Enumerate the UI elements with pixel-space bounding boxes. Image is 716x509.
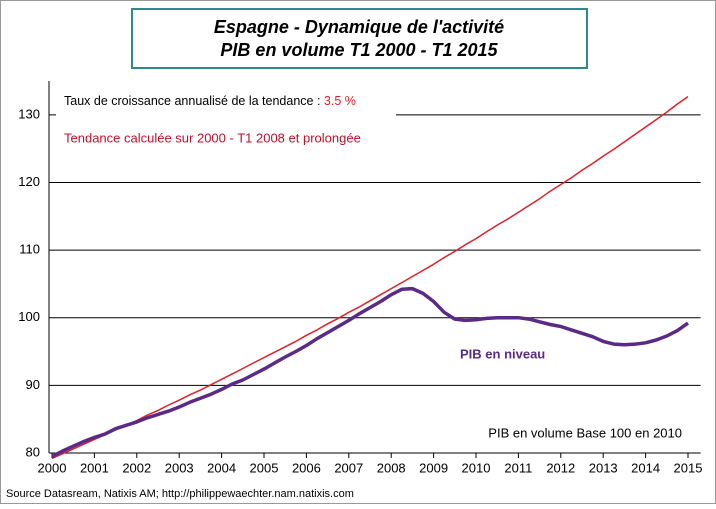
x-tick-label: 2013 bbox=[589, 460, 618, 475]
x-tick-label: 2012 bbox=[546, 460, 575, 475]
grid: 80 90 100 110 120 130 2000 2001 2002 2003 2004 2005… bbox=[18, 81, 702, 475]
x-tick-label: 2003 bbox=[165, 460, 194, 475]
title-box bbox=[131, 8, 588, 69]
series-line bbox=[51, 95, 689, 460]
x-tick-label: 2001 bbox=[80, 460, 109, 475]
chart-subtitle: PIB en volume T1 2000 - T1 2015 bbox=[220, 40, 498, 60]
rate-text: Taux de croissance annualisé de la tenda… bbox=[64, 94, 356, 108]
pib-label: PIB en niveau bbox=[460, 346, 545, 361]
series-line bbox=[51, 286, 690, 458]
x-tick-label: 2011 bbox=[504, 460, 532, 475]
x-tick-label: 2000 bbox=[38, 460, 67, 475]
x-tick-label: 2006 bbox=[292, 460, 321, 475]
x-tick-label: 2005 bbox=[250, 460, 279, 475]
y-tick-label: 130 bbox=[18, 106, 40, 121]
x-tick-label: 2002 bbox=[122, 460, 151, 475]
y-tick-label: 120 bbox=[18, 174, 40, 189]
lines bbox=[51, 95, 690, 460]
x-tick-label: 2014 bbox=[631, 460, 660, 475]
y-tick-label: 90 bbox=[26, 377, 40, 392]
rate-value: 3.5 % bbox=[324, 94, 356, 108]
x-tick-label: 2007 bbox=[334, 460, 363, 475]
rate-label: Taux de croissance annualisé de la tenda… bbox=[64, 94, 324, 108]
y-tick-label: 110 bbox=[19, 242, 40, 257]
unit-note: PIB en volume Base 100 en 2010 bbox=[488, 425, 682, 440]
x-tick-label: 2010 bbox=[462, 460, 491, 475]
source: Source Datasream, Natixis AM; http://phi… bbox=[6, 488, 354, 500]
y-tick-label: 100 bbox=[18, 309, 40, 324]
chart-title: Espagne - Dynamique de l'activité bbox=[214, 17, 504, 37]
x-tick-label: 2008 bbox=[377, 460, 406, 475]
x-tick-label: 2004 bbox=[207, 460, 236, 475]
note-background bbox=[56, 86, 396, 154]
y-tick-label: 80 bbox=[26, 444, 40, 459]
x-tick-label: 2009 bbox=[419, 460, 448, 475]
x-tick-label: 2015 bbox=[674, 460, 703, 475]
trend-label: Tendance calculée sur 2000 - T1 2008 et … bbox=[64, 130, 361, 145]
